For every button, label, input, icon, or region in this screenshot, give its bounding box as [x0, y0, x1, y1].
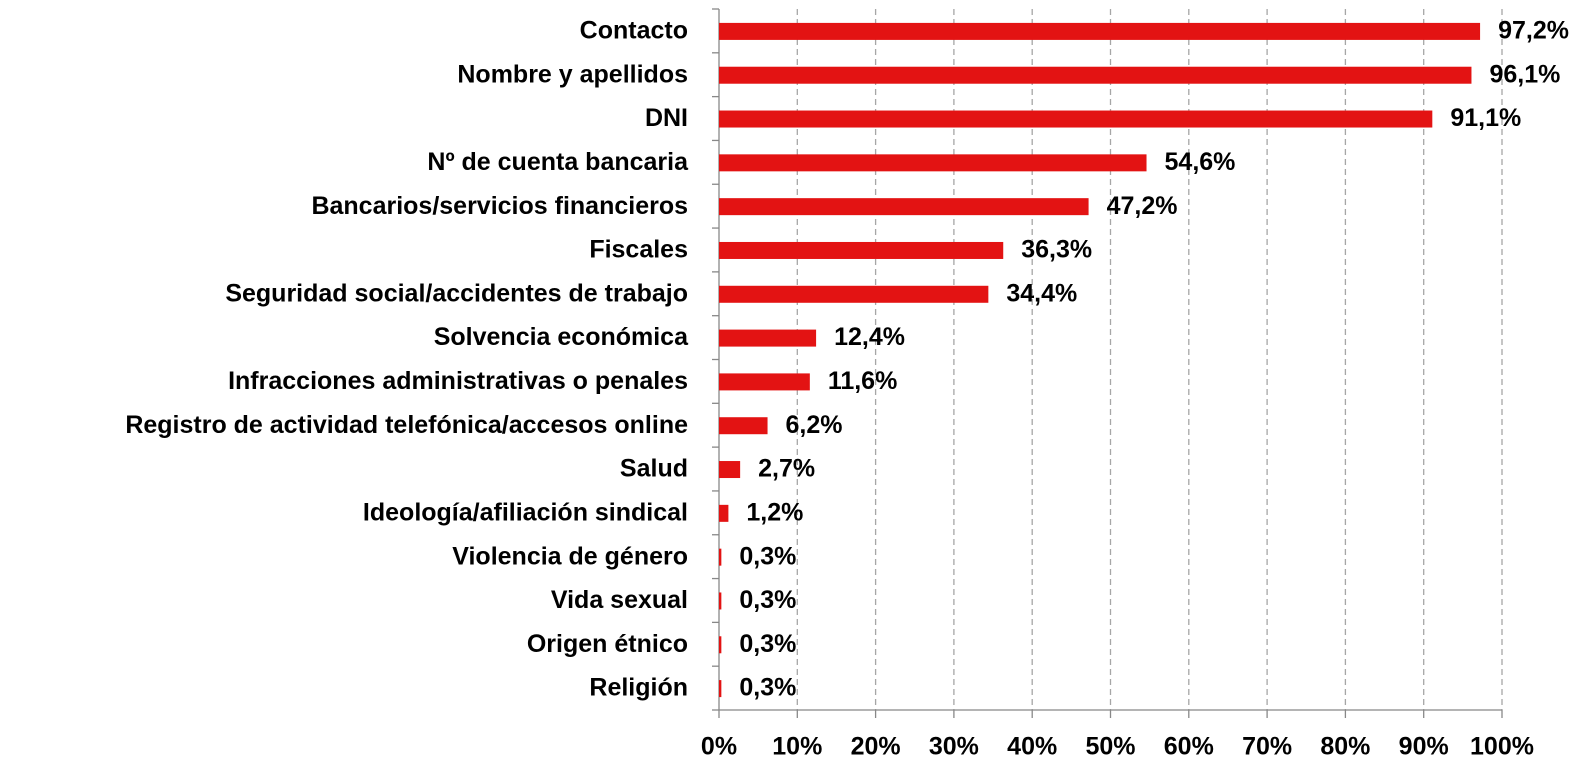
bar — [719, 548, 722, 566]
bar — [719, 66, 1472, 84]
bar — [719, 373, 810, 391]
bar — [719, 241, 1004, 259]
x-tick-label: 30% — [929, 733, 979, 761]
value-label: 54,6% — [1165, 148, 1236, 176]
x-tick-label: 70% — [1242, 733, 1292, 761]
y-tick-label: Bancarios/servicios financieros — [311, 192, 688, 220]
y-tick-label: Nombre y apellidos — [457, 60, 688, 88]
value-label: 0,3% — [739, 542, 796, 570]
y-tick-label: Origen étnico — [527, 630, 688, 658]
y-tick-label: Salud — [620, 455, 688, 483]
x-tick-label: 60% — [1164, 733, 1214, 761]
x-tick-label: 50% — [1085, 733, 1135, 761]
bar — [719, 636, 722, 654]
x-tick-label: 80% — [1320, 733, 1370, 761]
y-tick-label: Religión — [589, 674, 688, 702]
bar — [719, 110, 1433, 128]
x-tick-label: 40% — [1007, 733, 1057, 761]
x-tick-label: 10% — [772, 733, 822, 761]
y-tick-label: Ideología/afiliación sindical — [363, 498, 688, 526]
bar — [719, 417, 768, 435]
value-label: 12,4% — [834, 323, 905, 351]
y-tick-label: Seguridad social/accidentes de trabajo — [225, 279, 688, 307]
value-label: 0,3% — [739, 586, 796, 614]
value-label: 0,3% — [739, 674, 796, 702]
bar — [719, 154, 1147, 172]
value-label: 36,3% — [1021, 236, 1092, 264]
bar — [719, 198, 1089, 216]
y-tick-label: Violencia de género — [452, 542, 688, 570]
y-tick-label: Vida sexual — [551, 586, 688, 614]
bar — [719, 504, 729, 522]
value-label: 1,2% — [746, 498, 803, 526]
bar — [719, 22, 1481, 40]
y-tick-label: Solvencia económica — [434, 323, 689, 351]
value-label: 97,2% — [1498, 17, 1569, 45]
value-label: 47,2% — [1107, 192, 1178, 220]
y-tick-label: Contacto — [580, 17, 688, 45]
x-tick-label: 0% — [701, 733, 737, 761]
value-label: 96,1% — [1489, 60, 1560, 88]
value-label: 2,7% — [758, 455, 815, 483]
y-tick-label: Nº de cuenta bancaria — [427, 148, 689, 176]
y-tick-label: Fiscales — [589, 236, 688, 264]
value-label: 6,2% — [786, 411, 843, 439]
bar — [719, 461, 741, 479]
x-tick-label: 90% — [1399, 733, 1449, 761]
bar — [719, 285, 989, 303]
bar — [719, 329, 817, 347]
bar — [719, 680, 722, 698]
value-label: 34,4% — [1006, 279, 1077, 307]
x-tick-label: 20% — [851, 733, 901, 761]
x-tick-label: 100% — [1470, 733, 1534, 761]
y-tick-label: Infracciones administrativas o penales — [228, 367, 688, 395]
value-label: 0,3% — [739, 630, 796, 658]
y-tick-label: DNI — [645, 104, 688, 132]
y-tick-label: Registro de actividad telefónica/accesos… — [125, 411, 688, 439]
bar — [719, 592, 722, 610]
value-label: 11,6% — [828, 367, 898, 395]
value-label: 91,1% — [1450, 104, 1521, 132]
